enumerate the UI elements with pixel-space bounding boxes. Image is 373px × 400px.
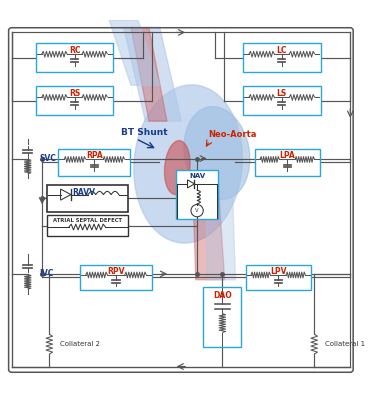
Text: SVC: SVC bbox=[39, 154, 56, 163]
FancyBboxPatch shape bbox=[80, 265, 152, 290]
FancyBboxPatch shape bbox=[47, 185, 128, 212]
Text: ATRIAL SEPTAL DEFECT: ATRIAL SEPTAL DEFECT bbox=[53, 218, 122, 223]
FancyBboxPatch shape bbox=[255, 149, 320, 176]
Text: BT Shunt: BT Shunt bbox=[122, 128, 168, 137]
Text: RAVV: RAVV bbox=[72, 188, 95, 197]
Polygon shape bbox=[188, 180, 194, 188]
Ellipse shape bbox=[164, 141, 190, 194]
FancyBboxPatch shape bbox=[246, 265, 311, 290]
FancyBboxPatch shape bbox=[203, 287, 241, 347]
Text: Neo-Aorta: Neo-Aorta bbox=[208, 130, 256, 139]
Text: Collateral 1: Collateral 1 bbox=[325, 341, 365, 347]
FancyBboxPatch shape bbox=[243, 86, 320, 115]
Text: LPV: LPV bbox=[270, 267, 286, 276]
FancyBboxPatch shape bbox=[36, 43, 113, 72]
FancyBboxPatch shape bbox=[47, 216, 128, 236]
FancyBboxPatch shape bbox=[58, 149, 131, 176]
Text: RPA: RPA bbox=[86, 151, 103, 160]
Text: DAO: DAO bbox=[213, 291, 232, 300]
FancyBboxPatch shape bbox=[36, 86, 113, 115]
Text: LC: LC bbox=[276, 46, 287, 55]
Ellipse shape bbox=[184, 107, 250, 200]
Text: V: V bbox=[195, 208, 199, 213]
FancyBboxPatch shape bbox=[243, 43, 320, 72]
Text: RC: RC bbox=[69, 46, 80, 55]
Text: LPA: LPA bbox=[279, 151, 295, 160]
FancyBboxPatch shape bbox=[176, 170, 218, 219]
Ellipse shape bbox=[134, 85, 242, 243]
Text: RPV: RPV bbox=[107, 267, 125, 276]
Text: IVC: IVC bbox=[39, 269, 54, 278]
Text: NAV: NAV bbox=[189, 173, 205, 179]
Text: Collateral 2: Collateral 2 bbox=[60, 341, 100, 347]
Text: RS: RS bbox=[69, 89, 80, 98]
Text: LS: LS bbox=[277, 89, 287, 98]
